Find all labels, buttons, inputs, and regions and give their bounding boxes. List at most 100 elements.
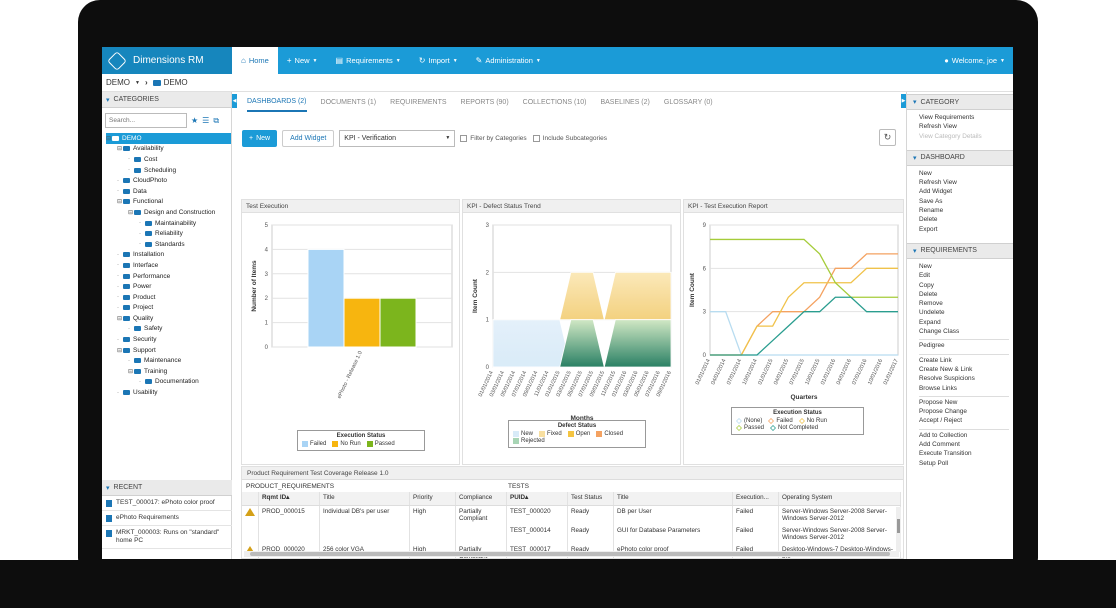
bar-passed[interactable] [379,297,417,348]
collapse-right-icon[interactable]: ▶ [901,94,906,108]
scroll-thumb[interactable] [897,519,900,533]
legend-item[interactable]: (None) [736,418,762,424]
action-link[interactable]: Refresh View [919,123,957,131]
action-link[interactable]: Create New & Link [919,365,973,373]
legend-item[interactable]: Fixed [539,431,562,437]
user-menu[interactable]: ● Welcome, joe ▼ [944,47,1005,74]
action-link[interactable]: Pedigree [919,342,945,350]
action-link[interactable]: Export [919,225,938,233]
tree-node[interactable]: ⊟ Training [106,366,231,377]
action-link[interactable]: Propose Change [919,408,967,416]
column-header[interactable]: Rqmt ID▴ [258,492,320,506]
column-header[interactable]: Operating System [778,492,901,506]
legend-item[interactable]: Not Completed [770,425,818,431]
action-link[interactable]: Add Comment [919,441,960,449]
action-link[interactable]: Delete [919,290,938,298]
action-link[interactable]: Undelete [919,309,945,317]
include-subcategories-checkbox[interactable]: Include Subcategories [532,134,607,142]
filter-by-categories-checkbox[interactable]: Filter by Categories [460,134,527,142]
tree-node[interactable]: ⊟ Support [106,345,231,356]
action-link[interactable]: New [919,169,932,177]
categories-header[interactable]: ▾ CATEGORIES [102,92,231,108]
action-link[interactable]: Resolve Suspicions [919,375,975,383]
tree-node[interactable]: · Installation [106,250,231,261]
tree-node[interactable]: · Usability [106,387,231,398]
star-icon[interactable]: ★ [191,116,199,125]
action-link[interactable]: Save As [919,197,943,205]
nav-home[interactable]: ⌂ Home [232,47,278,74]
action-link[interactable]: Delete [919,216,938,224]
nav-import[interactable]: ↻ Import ▼ [410,47,467,74]
tree-node[interactable]: · Data [106,186,231,197]
tree-node[interactable]: · Maintenance [106,355,231,366]
legend-item[interactable]: Closed [596,431,623,437]
action-link[interactable]: Browse Links [919,384,958,392]
action-link[interactable]: Edit [919,272,931,280]
tree-node[interactable]: ⊟ Functional [106,197,231,208]
tree-node[interactable]: · Safety [106,324,231,335]
action-link[interactable]: Change Class [919,328,960,336]
legend-item[interactable]: Rejected [513,438,545,444]
tab-requirements[interactable]: REQUIREMENTS [390,98,447,106]
brand[interactable]: Dimensions RM [102,47,232,74]
collapse-toggle-icon[interactable]: ⊟ [117,146,123,153]
table-row[interactable]: TEST_000014 Ready GUI for Database Paramet… [242,524,901,544]
collapse-toggle-icon[interactable]: ⊟ [117,347,123,354]
dashboard-header[interactable]: ▾ DASHBOARD [907,149,1013,166]
tree-node[interactable]: · Reliability [106,228,231,239]
legend-item[interactable]: No Run [332,441,361,447]
tab-dashboards[interactable]: DASHBOARDS (2) [247,92,307,112]
bar-failed[interactable] [307,248,345,348]
area-fixed[interactable] [493,271,672,321]
line-not-completed[interactable] [710,296,898,356]
collapse-toggle-icon[interactable]: ⊟ [117,315,123,322]
list-icon[interactable]: ☰ [202,116,210,125]
column-header[interactable]: Test Status [567,492,614,506]
tree-node[interactable]: · Product [106,292,231,303]
legend-item[interactable]: New [513,431,533,437]
nav-administration[interactable]: ✎ Administration ▼ [467,47,550,74]
scroll-thumb[interactable] [250,552,890,556]
table-row[interactable]: PROD_000015 Individual DB's per user High P… [242,505,901,544]
action-link[interactable]: Rename [919,207,944,215]
kpi-select[interactable]: KPI - Verification ▼ [339,129,456,147]
tab-glossary[interactable]: GLOSSARY (0) [663,98,713,106]
legend-item[interactable]: Passed [736,425,764,431]
collapse-toggle-icon[interactable]: ⊟ [106,135,112,142]
legend-item[interactable]: Failed [302,441,326,447]
category-header[interactable]: ▾ CATEGORY [907,94,1013,110]
collapse-toggle-icon[interactable]: ⊟ [128,368,134,375]
tree-node[interactable]: · Documentation [106,377,231,388]
action-link[interactable]: View Requirements [919,114,975,121]
tree-node[interactable]: · Project [106,303,231,314]
legend-item[interactable]: No Run [798,418,827,424]
area-rejected[interactable] [493,319,672,368]
tree-node[interactable]: ⊟ Availability [106,144,231,155]
bar-no-run[interactable] [343,297,381,348]
column-header[interactable] [242,492,259,506]
column-header[interactable]: Execution... [732,492,779,506]
breadcrumb-folder[interactable]: DEMO [163,78,188,87]
recent-header[interactable]: ▾ RECENT [102,480,232,496]
action-link[interactable]: Refresh View [919,179,957,187]
tree-node[interactable]: · Security [106,334,231,345]
nav-requirements[interactable]: ▤ Requirements ▼ [327,47,410,74]
recent-item[interactable]: TEST_000017: ePhoto color proof [102,496,232,511]
tree-node[interactable]: · Interface [106,260,231,271]
tab-baselines[interactable]: BASELINES (2) [600,98,650,106]
tree-node[interactable]: · Cost [106,154,231,165]
action-link[interactable]: Remove [919,300,943,308]
copy-icon[interactable]: ⧉ [213,115,220,125]
legend-item[interactable]: Passed [366,441,395,447]
column-header[interactable]: Compliance [455,492,507,506]
tree-node[interactable]: ⊟ Quality [106,313,231,324]
add-widget-button[interactable]: Add Widget [282,129,335,147]
refresh-button[interactable]: ↻ [879,129,896,146]
category-search-input[interactable] [105,113,187,128]
line-passed[interactable] [710,238,898,298]
recent-item[interactable]: ePhoto Requirements [102,511,232,526]
tab-documents[interactable]: DOCUMENTS (1) [320,98,377,106]
action-link[interactable]: Accept / Reject [919,417,962,425]
action-link[interactable]: Create Link [919,356,952,364]
collapse-left-icon[interactable]: ◀ [232,94,237,108]
